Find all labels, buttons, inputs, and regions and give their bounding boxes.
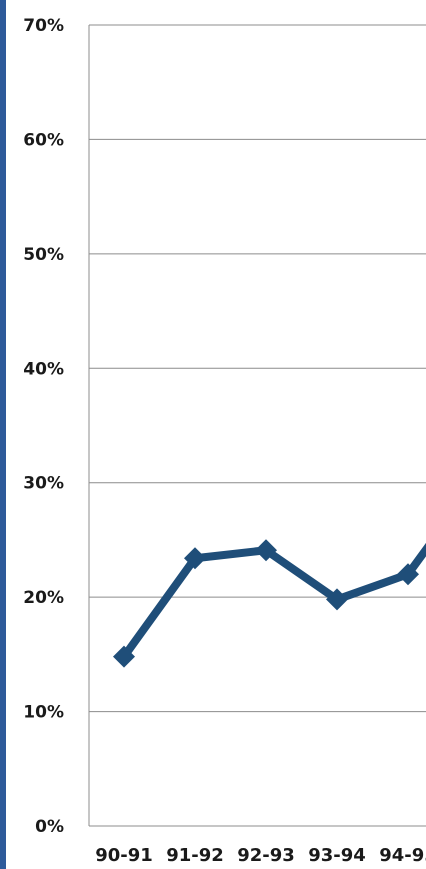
y-tick-label: 40% xyxy=(23,359,64,379)
data-point-marker xyxy=(184,547,206,570)
series-layer xyxy=(113,539,426,668)
data-point-marker xyxy=(326,588,348,611)
x-tick-label: 93-94 xyxy=(308,845,366,866)
x-tick-label: 94-95 xyxy=(379,845,426,866)
data-point-marker xyxy=(255,539,277,562)
y-tick-label: 70% xyxy=(23,16,64,36)
y-tick-label: 60% xyxy=(23,130,64,150)
y-tick-label: 30% xyxy=(23,474,64,494)
y-tick-label: 10% xyxy=(23,703,64,723)
data-point-marker xyxy=(397,563,419,586)
x-tick-label: 90-91 xyxy=(95,845,153,866)
series-line xyxy=(120,542,426,661)
window-left-edge xyxy=(0,0,6,869)
x-tick-label: 92-93 xyxy=(237,845,295,866)
gridlines xyxy=(89,24,426,713)
y-tick-label: 0% xyxy=(35,817,64,837)
x-tick-label: 91-92 xyxy=(166,845,224,866)
y-tick-label: 20% xyxy=(23,588,64,608)
data-point-marker xyxy=(113,645,135,668)
axes xyxy=(88,25,426,827)
y-axis-ticks: 0% 10% 20% 30% 40% 50% 60% 70% xyxy=(23,16,64,837)
y-tick-label: 50% xyxy=(23,245,64,265)
